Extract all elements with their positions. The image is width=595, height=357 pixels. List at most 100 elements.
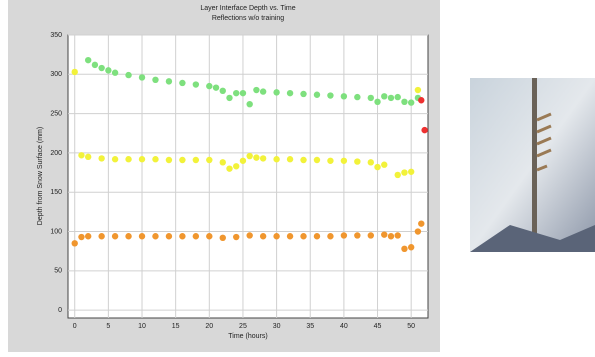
data-point <box>220 88 226 94</box>
x-tick-label: 15 <box>172 323 180 330</box>
data-point <box>112 233 118 239</box>
chart-subtitle: Reflections w/o training <box>212 15 284 22</box>
data-point <box>78 234 84 240</box>
data-point <box>408 169 414 175</box>
data-point <box>368 232 374 238</box>
data-point <box>287 156 293 162</box>
data-point <box>273 89 279 95</box>
data-point <box>220 235 226 241</box>
data-point <box>152 77 158 83</box>
photo <box>470 78 595 252</box>
data-point <box>415 228 421 234</box>
data-point <box>152 233 158 239</box>
y-tick-label: 350 <box>50 32 62 39</box>
data-point <box>253 87 259 93</box>
data-point <box>327 158 333 164</box>
data-point <box>98 155 104 161</box>
screenshot: Layer Interface Depth vs. Time Reflectio… <box>0 0 595 352</box>
data-point <box>300 91 306 97</box>
data-point <box>226 95 232 101</box>
y-tick-label: 100 <box>50 228 62 235</box>
x-tick-label: 10 <box>138 323 146 330</box>
data-point <box>213 84 219 90</box>
data-point <box>381 231 387 237</box>
data-point <box>381 162 387 168</box>
data-point <box>139 156 145 162</box>
data-point <box>354 232 360 238</box>
data-point <box>314 92 320 98</box>
y-tick-label: 150 <box>50 189 62 196</box>
data-point <box>125 233 131 239</box>
y-tick-label: 50 <box>54 268 62 275</box>
data-point <box>152 156 158 162</box>
data-point <box>233 90 239 96</box>
y-axis-label: Depth from Snow Surface (mm) <box>37 127 44 225</box>
data-point <box>287 90 293 96</box>
data-point <box>240 90 246 96</box>
data-point <box>421 127 427 133</box>
data-point <box>374 164 380 170</box>
y-tick-label: 0 <box>58 307 62 314</box>
data-point <box>381 93 387 99</box>
data-point <box>193 233 199 239</box>
data-point <box>246 232 252 238</box>
x-tick-label: 0 <box>73 323 77 330</box>
data-point <box>85 154 91 160</box>
data-point <box>368 159 374 165</box>
data-point <box>395 232 401 238</box>
data-point <box>314 233 320 239</box>
data-point <box>220 159 226 165</box>
data-point <box>166 233 172 239</box>
data-point <box>415 87 421 93</box>
data-point <box>354 94 360 100</box>
x-tick-label: 50 <box>407 323 415 330</box>
data-point <box>92 62 98 68</box>
data-point <box>401 169 407 175</box>
x-tick-label: 45 <box>374 323 382 330</box>
data-point <box>314 157 320 163</box>
data-point <box>354 158 360 164</box>
data-point <box>327 92 333 98</box>
data-point <box>253 154 259 160</box>
data-point <box>98 233 104 239</box>
data-point <box>260 233 266 239</box>
data-point <box>273 156 279 162</box>
data-point <box>408 99 414 105</box>
x-tick-label: 5 <box>106 323 110 330</box>
data-point <box>300 233 306 239</box>
data-point <box>240 158 246 164</box>
data-point <box>166 157 172 163</box>
x-tick-label: 30 <box>273 323 281 330</box>
data-point <box>85 233 91 239</box>
y-tick-label: 250 <box>50 110 62 117</box>
x-axis-label: Time (hours) <box>228 333 267 340</box>
data-point <box>374 99 380 105</box>
data-point <box>78 152 84 158</box>
data-point <box>395 172 401 178</box>
page: {"chart_data": { "type": "scatter", "tit… <box>0 0 595 352</box>
data-point <box>139 74 145 80</box>
data-point <box>125 72 131 78</box>
data-point <box>341 93 347 99</box>
data-point <box>246 153 252 159</box>
data-point <box>408 244 414 250</box>
data-point <box>193 81 199 87</box>
data-point <box>125 156 131 162</box>
x-tick-label: 25 <box>239 323 247 330</box>
data-point <box>72 240 78 246</box>
data-point <box>401 246 407 252</box>
chart-title: Layer Interface Depth vs. Time <box>200 5 295 12</box>
data-point <box>112 156 118 162</box>
plot-area <box>68 35 428 318</box>
x-tick-label: 35 <box>306 323 314 330</box>
data-point <box>418 97 424 103</box>
data-point <box>401 99 407 105</box>
data-point <box>341 232 347 238</box>
data-point <box>179 157 185 163</box>
data-point <box>98 65 104 71</box>
data-point <box>112 70 118 76</box>
data-point <box>341 158 347 164</box>
data-point <box>300 157 306 163</box>
data-point <box>260 155 266 161</box>
data-point <box>179 233 185 239</box>
